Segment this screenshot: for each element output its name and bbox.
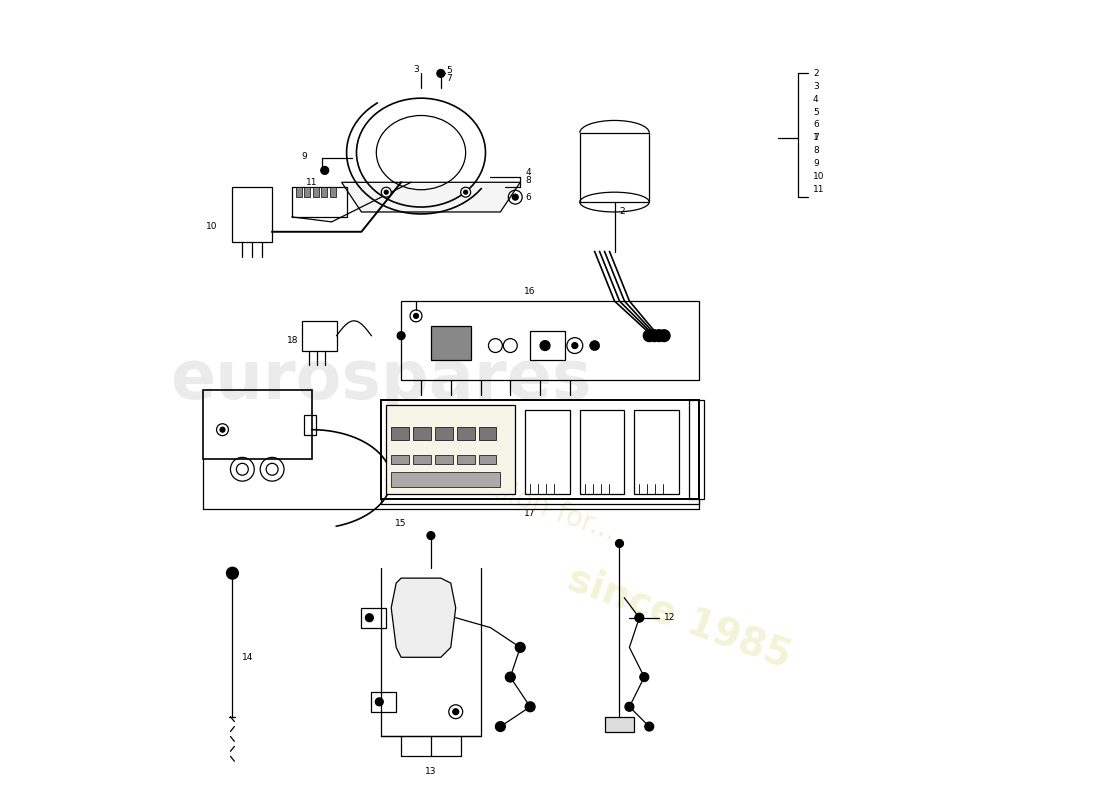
Circle shape <box>644 330 656 342</box>
Circle shape <box>653 330 666 342</box>
Bar <box>330 187 336 197</box>
Bar <box>372 692 396 712</box>
Text: 16: 16 <box>525 286 536 296</box>
Bar <box>292 187 346 217</box>
Circle shape <box>384 190 388 194</box>
Circle shape <box>414 314 418 318</box>
Circle shape <box>382 187 392 197</box>
Bar <box>635 410 679 494</box>
Text: 13: 13 <box>426 766 437 775</box>
Text: 6: 6 <box>813 120 818 130</box>
Bar <box>296 187 301 197</box>
Bar <box>434 455 453 464</box>
Circle shape <box>640 673 649 682</box>
Circle shape <box>625 702 634 711</box>
Text: 11: 11 <box>306 178 318 186</box>
Circle shape <box>572 342 578 349</box>
Circle shape <box>375 698 383 706</box>
Circle shape <box>590 341 600 350</box>
Text: 10: 10 <box>206 222 218 231</box>
Bar <box>362 608 386 628</box>
Bar <box>232 187 272 242</box>
Bar <box>456 455 474 464</box>
Polygon shape <box>342 182 520 212</box>
Text: 15: 15 <box>395 519 407 528</box>
Circle shape <box>464 190 468 194</box>
Bar <box>402 301 698 380</box>
Bar <box>580 133 649 202</box>
Text: eurospares: eurospares <box>170 347 592 414</box>
Text: 12: 12 <box>664 614 675 622</box>
Circle shape <box>427 532 434 539</box>
Text: 9: 9 <box>813 159 818 168</box>
Bar <box>301 321 337 350</box>
Circle shape <box>437 70 444 78</box>
Bar <box>605 717 635 731</box>
Circle shape <box>616 539 624 547</box>
Bar <box>412 426 431 439</box>
Text: 4: 4 <box>525 168 531 177</box>
Circle shape <box>525 702 535 712</box>
Bar <box>321 187 327 197</box>
Bar <box>386 405 515 494</box>
Circle shape <box>220 427 225 432</box>
Bar <box>689 400 704 499</box>
Polygon shape <box>392 578 455 658</box>
Bar <box>392 472 500 487</box>
Bar <box>456 426 474 439</box>
Text: 8: 8 <box>813 146 818 155</box>
Bar <box>478 455 496 464</box>
Circle shape <box>513 194 518 200</box>
Bar <box>525 410 570 494</box>
Bar <box>530 330 565 361</box>
Text: 8: 8 <box>525 176 531 185</box>
Bar <box>431 326 471 361</box>
Circle shape <box>321 166 329 174</box>
Bar <box>304 415 316 434</box>
Text: 3: 3 <box>813 82 818 91</box>
Text: since 1985: since 1985 <box>562 560 796 676</box>
Circle shape <box>505 672 515 682</box>
Text: 2: 2 <box>619 207 625 217</box>
Bar <box>305 187 310 197</box>
Text: 18: 18 <box>287 336 298 345</box>
Text: 10: 10 <box>813 172 825 181</box>
Bar <box>412 455 431 464</box>
Bar <box>478 426 496 439</box>
Bar <box>580 410 625 494</box>
Circle shape <box>540 341 550 350</box>
Text: 7: 7 <box>446 74 451 83</box>
Circle shape <box>495 722 505 731</box>
Bar <box>312 187 319 197</box>
Text: 17: 17 <box>525 510 536 518</box>
Text: 7: 7 <box>813 134 818 142</box>
Text: 11: 11 <box>813 185 825 194</box>
Text: 5: 5 <box>813 107 818 117</box>
Bar <box>434 426 453 439</box>
Text: a passion for...: a passion for... <box>420 451 620 547</box>
Circle shape <box>365 614 373 622</box>
Bar <box>202 390 311 459</box>
Text: 3: 3 <box>414 65 419 74</box>
Circle shape <box>453 709 459 714</box>
Circle shape <box>658 330 670 342</box>
Bar <box>392 455 409 464</box>
Bar <box>392 426 409 439</box>
Circle shape <box>515 642 525 652</box>
Circle shape <box>635 614 643 622</box>
Text: 2: 2 <box>813 69 818 78</box>
Bar <box>382 400 698 499</box>
Circle shape <box>461 187 471 197</box>
Text: 14: 14 <box>242 653 254 662</box>
Text: 5: 5 <box>446 66 451 75</box>
Text: 1: 1 <box>813 134 818 142</box>
Circle shape <box>645 722 653 731</box>
Circle shape <box>397 332 405 340</box>
Text: 9: 9 <box>301 152 307 161</box>
Text: 6: 6 <box>525 193 531 202</box>
Text: 4: 4 <box>813 94 818 104</box>
Circle shape <box>648 330 660 342</box>
Circle shape <box>227 567 239 579</box>
